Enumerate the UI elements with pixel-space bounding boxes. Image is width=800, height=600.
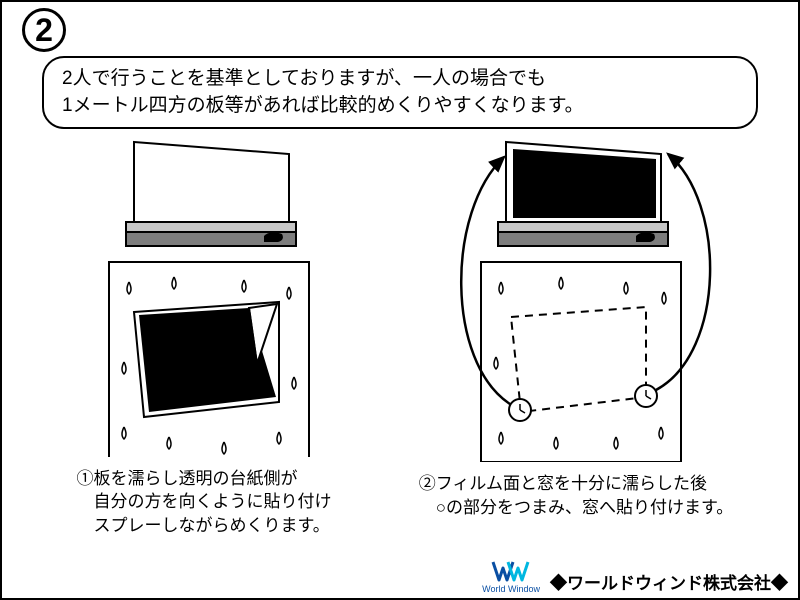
instruction-box: 2人で行うことを基準としておりますが、一人の場合でも 1メートル四方の板等があれ… [42,56,758,129]
logo: World Window [482,558,540,594]
left-panel: ①板を濡らし透明の台紙側が 自分の方を向くように貼り付け スプレーしながらめくり… [54,132,354,538]
company-name: ◆ワールドウィンド株式会社◆ [550,569,788,594]
logo-text: World Window [482,584,540,594]
right-panel: ②フィルム面と窓を十分に濡らした後 ○の部分をつまみ、窓へ貼り付けます。 [406,132,746,538]
left-diagram [54,132,354,457]
panels-container: ①板を濡らし透明の台紙側が 自分の方を向くように貼り付け スプレーしながらめくり… [2,132,798,538]
right-diagram [406,132,746,462]
footer: World Window ◆ワールドウィンド株式会社◆ [482,558,788,594]
instruction-line2: 1メートル四方の板等があれば比較的めくりやすくなります。 [62,95,584,116]
step-number-badge: 2 [22,8,66,52]
logo-icon [491,558,531,584]
right-caption: ②フィルム面と窓を十分に濡らした後 ○の部分をつまみ、窓へ貼り付けます。 [419,472,734,520]
instruction-line1: 2人で行うことを基準としておりますが、一人の場合でも [62,68,546,89]
left-caption: ①板を濡らし透明の台紙側が 自分の方を向くように貼り付け スプレーしながらめくり… [77,467,332,538]
